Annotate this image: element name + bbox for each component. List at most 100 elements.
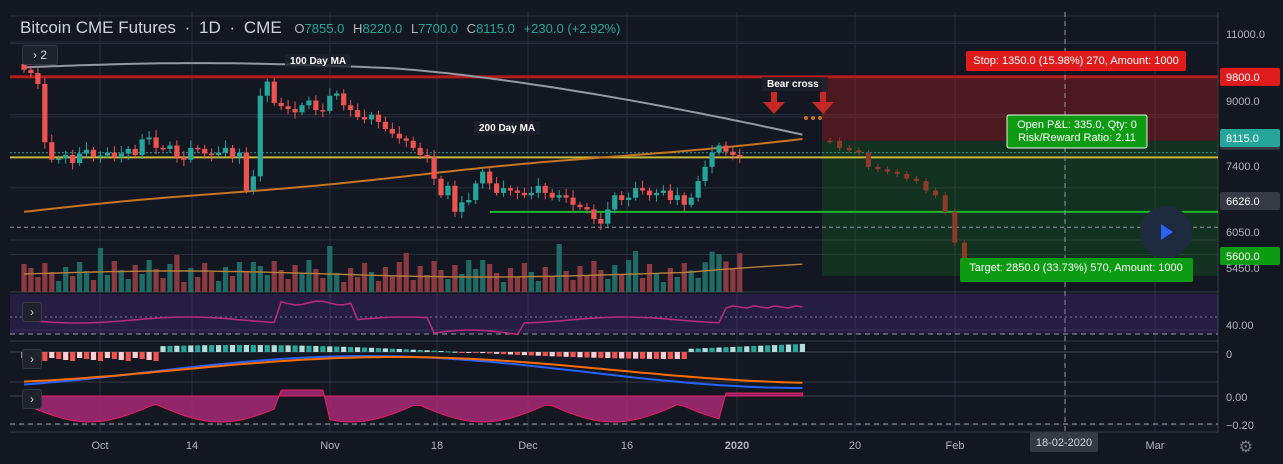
- candle-body: [514, 190, 521, 193]
- macd-histogram-bar: [341, 346, 347, 352]
- low-label: L: [410, 21, 419, 36]
- candle-body: [306, 100, 312, 106]
- chart-header: Bitcoin CME Futures · 1D · CME O7855.0 H…: [20, 18, 621, 37]
- symbol-title[interactable]: Bitcoin CME Futures: [20, 18, 176, 37]
- settings-gear-icon[interactable]: ⚙: [1238, 439, 1253, 456]
- macd-histogram-bar: [292, 345, 298, 352]
- time-tick: 14: [186, 440, 198, 452]
- candle-body: [389, 128, 395, 134]
- macd-histogram-bar: [438, 351, 444, 353]
- candle-body: [229, 147, 236, 158]
- macd-histogram-bar: [480, 352, 486, 354]
- macd-histogram-bar: [792, 344, 799, 352]
- macd-collapse-button[interactable]: ›: [22, 349, 42, 369]
- candle-body: [209, 153, 215, 156]
- volume-bar: [570, 280, 576, 292]
- macd-histogram-bar: [375, 348, 382, 352]
- candle-body: [28, 69, 34, 74]
- macd-histogram-bar: [639, 352, 646, 359]
- interval-label[interactable]: 1D: [199, 18, 221, 37]
- osc-collapse-button[interactable]: ›: [22, 389, 42, 409]
- last-price-tag-bg: [1220, 129, 1280, 147]
- macd-histogram-bar: [417, 349, 423, 352]
- candle-body: [500, 188, 507, 193]
- macd-histogram-bar: [674, 352, 680, 359]
- macd-histogram-bar: [320, 346, 326, 352]
- volume-bar: [598, 270, 604, 292]
- projected-candle-body: [885, 169, 891, 172]
- candle-body: [361, 117, 368, 120]
- candle-body: [466, 200, 472, 203]
- candle-body: [619, 195, 625, 201]
- price-tick: 6050.0: [1226, 227, 1260, 239]
- volume-bar: [313, 269, 319, 292]
- volume-bar: [459, 274, 465, 292]
- volume-bar: [153, 269, 159, 292]
- candle-body: [104, 152, 110, 156]
- macd-histogram-bar: [521, 352, 527, 356]
- projected-candle-body: [894, 171, 900, 174]
- macd-histogram-bar: [257, 345, 263, 352]
- macd-histogram-bar: [688, 348, 694, 352]
- candle-body: [368, 114, 375, 120]
- chevron-right-icon: ›: [30, 305, 34, 319]
- dots: [811, 116, 815, 120]
- candle-body: [111, 152, 117, 158]
- macd-histogram-bar: [744, 346, 750, 352]
- volume-bar: [605, 279, 611, 292]
- candle-body: [653, 192, 660, 196]
- macd-histogram-bar: [396, 349, 402, 352]
- volume-bar: [104, 275, 110, 292]
- macd-histogram-bar: [56, 352, 62, 359]
- volume-bar: [417, 266, 423, 292]
- volume-bar: [49, 272, 55, 292]
- volume-bar: [514, 277, 521, 292]
- candle-body: [70, 155, 76, 164]
- macd-histogram-bar: [730, 346, 736, 352]
- projected-candle-body: [875, 166, 881, 170]
- macd-histogram-bar: [410, 349, 416, 352]
- candle-body: [327, 95, 333, 111]
- volume-bar: [56, 281, 62, 292]
- candle-body: [674, 195, 680, 201]
- candle-body: [264, 81, 270, 96]
- macd-signal-line: [23, 356, 803, 384]
- candle-body: [709, 152, 715, 167]
- candle-body: [160, 147, 166, 150]
- candle-body: [341, 93, 347, 106]
- volume-bar: [306, 260, 312, 292]
- time-tick: Oct: [91, 440, 108, 452]
- ma100-line: [23, 62, 803, 136]
- close-value: 8115.0: [476, 21, 515, 36]
- candle-body: [292, 109, 298, 113]
- candle-body: [487, 171, 493, 184]
- volume-bar: [556, 244, 562, 292]
- target-price-tag: 5600.0: [1226, 251, 1260, 263]
- volume-bar: [167, 264, 173, 292]
- volume-bar: [709, 251, 715, 292]
- volume-bar: [688, 270, 694, 292]
- candle-body: [146, 137, 152, 140]
- volume-bar: [264, 275, 270, 292]
- candle-body: [320, 110, 326, 112]
- rsi-collapse-button[interactable]: ›: [22, 302, 42, 322]
- candle-body: [167, 145, 173, 149]
- macd-histogram-bar: [264, 345, 270, 352]
- projected-candle-body: [837, 140, 843, 148]
- macd-histogram-bar: [445, 351, 451, 353]
- candle-body: [549, 192, 555, 198]
- volume-bar: [236, 262, 243, 292]
- volume-bar: [730, 268, 736, 292]
- dashed-level-tag-bg: [1220, 192, 1280, 210]
- candle-body: [174, 145, 180, 158]
- volume-bar: [188, 268, 194, 292]
- candle-body: [195, 147, 201, 150]
- collapse-indicators-button[interactable]: › 2: [22, 45, 58, 65]
- macd-histogram-bar: [556, 352, 562, 357]
- candle-body: [480, 171, 486, 184]
- volume-bar: [355, 277, 361, 292]
- macd-histogram-bar: [528, 352, 534, 356]
- candle-body: [452, 185, 458, 212]
- osc-axis-tick: 0.00: [1226, 392, 1247, 404]
